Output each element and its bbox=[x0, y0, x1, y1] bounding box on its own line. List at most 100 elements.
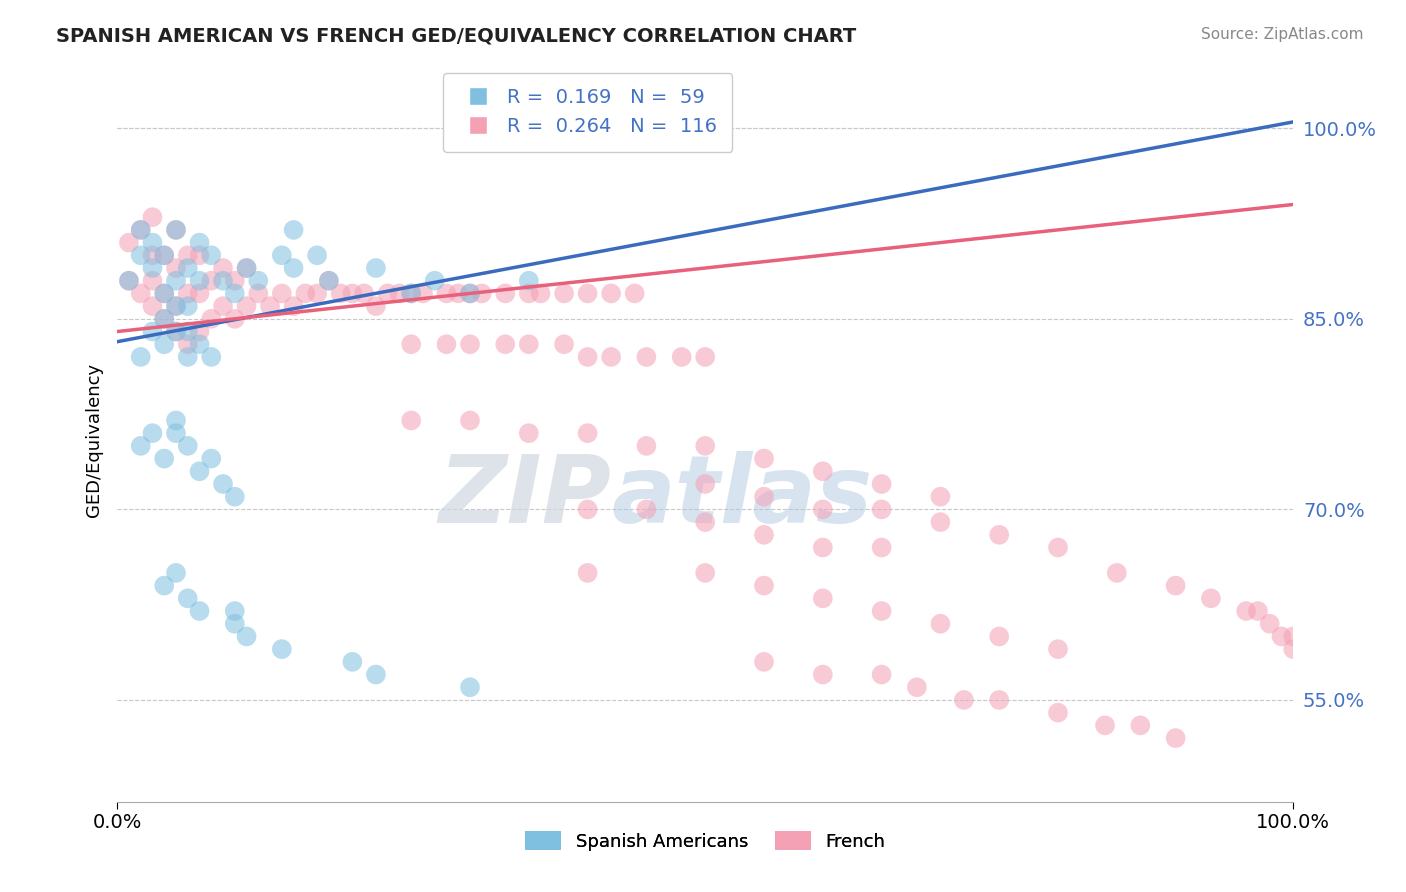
Point bbox=[141, 210, 163, 224]
Point bbox=[671, 350, 693, 364]
Point bbox=[177, 299, 200, 313]
Point bbox=[188, 604, 211, 618]
Point bbox=[752, 490, 775, 504]
Point bbox=[471, 286, 494, 301]
Point bbox=[377, 286, 399, 301]
Point bbox=[388, 286, 411, 301]
Point bbox=[177, 591, 200, 606]
Point bbox=[177, 248, 200, 262]
Point bbox=[1105, 566, 1128, 580]
Text: Source: ZipAtlas.com: Source: ZipAtlas.com bbox=[1201, 27, 1364, 42]
Point bbox=[752, 528, 775, 542]
Point bbox=[1258, 616, 1281, 631]
Point bbox=[458, 337, 481, 351]
Point bbox=[165, 274, 187, 288]
Point bbox=[165, 325, 187, 339]
Point bbox=[224, 274, 246, 288]
Point bbox=[165, 299, 187, 313]
Point bbox=[200, 350, 222, 364]
Point bbox=[141, 299, 163, 313]
Point bbox=[141, 260, 163, 275]
Point bbox=[517, 286, 540, 301]
Point bbox=[188, 286, 211, 301]
Point bbox=[905, 680, 928, 694]
Point bbox=[188, 464, 211, 478]
Point bbox=[576, 502, 599, 516]
Point bbox=[177, 350, 200, 364]
Point bbox=[399, 337, 422, 351]
Point bbox=[200, 311, 222, 326]
Point bbox=[177, 286, 200, 301]
Point bbox=[494, 337, 516, 351]
Point bbox=[458, 286, 481, 301]
Point bbox=[270, 642, 292, 657]
Point bbox=[752, 655, 775, 669]
Point bbox=[695, 439, 717, 453]
Point bbox=[870, 541, 893, 555]
Point bbox=[695, 477, 717, 491]
Point bbox=[294, 286, 316, 301]
Point bbox=[811, 667, 834, 681]
Point bbox=[600, 286, 623, 301]
Y-axis label: GED/Equivalency: GED/Equivalency bbox=[86, 362, 103, 516]
Point bbox=[153, 311, 176, 326]
Point bbox=[165, 413, 187, 427]
Point bbox=[623, 286, 645, 301]
Point bbox=[283, 223, 305, 237]
Point bbox=[188, 248, 211, 262]
Text: SPANISH AMERICAN VS FRENCH GED/EQUIVALENCY CORRELATION CHART: SPANISH AMERICAN VS FRENCH GED/EQUIVALEN… bbox=[56, 27, 856, 45]
Point bbox=[1046, 541, 1069, 555]
Point bbox=[553, 286, 575, 301]
Point bbox=[811, 591, 834, 606]
Point bbox=[364, 299, 387, 313]
Point bbox=[811, 502, 834, 516]
Point bbox=[342, 286, 364, 301]
Point bbox=[188, 337, 211, 351]
Point bbox=[153, 248, 176, 262]
Point bbox=[1164, 579, 1187, 593]
Point bbox=[870, 604, 893, 618]
Point bbox=[235, 629, 257, 643]
Point bbox=[247, 274, 270, 288]
Point bbox=[141, 248, 163, 262]
Point bbox=[636, 502, 658, 516]
Point bbox=[212, 274, 235, 288]
Point bbox=[636, 439, 658, 453]
Text: ZIP: ZIP bbox=[439, 451, 612, 543]
Point bbox=[600, 350, 623, 364]
Point bbox=[1282, 642, 1305, 657]
Text: atlas: atlas bbox=[612, 451, 872, 543]
Point bbox=[870, 477, 893, 491]
Point bbox=[1247, 604, 1270, 618]
Point bbox=[929, 490, 952, 504]
Point bbox=[636, 350, 658, 364]
Point bbox=[129, 248, 152, 262]
Point bbox=[188, 235, 211, 250]
Point bbox=[200, 248, 222, 262]
Point bbox=[129, 350, 152, 364]
Point bbox=[953, 693, 976, 707]
Point bbox=[353, 286, 375, 301]
Point bbox=[212, 260, 235, 275]
Point bbox=[576, 286, 599, 301]
Point bbox=[364, 260, 387, 275]
Point bbox=[177, 260, 200, 275]
Point bbox=[224, 604, 246, 618]
Point bbox=[576, 566, 599, 580]
Point bbox=[129, 286, 152, 301]
Point bbox=[517, 274, 540, 288]
Point bbox=[1129, 718, 1152, 732]
Point bbox=[153, 286, 176, 301]
Point bbox=[235, 260, 257, 275]
Point bbox=[153, 579, 176, 593]
Point bbox=[988, 629, 1011, 643]
Point bbox=[695, 515, 717, 529]
Point bbox=[1046, 706, 1069, 720]
Point bbox=[458, 286, 481, 301]
Point bbox=[165, 223, 187, 237]
Point bbox=[118, 274, 141, 288]
Point bbox=[188, 274, 211, 288]
Point bbox=[1164, 731, 1187, 745]
Point bbox=[118, 274, 141, 288]
Point bbox=[153, 286, 176, 301]
